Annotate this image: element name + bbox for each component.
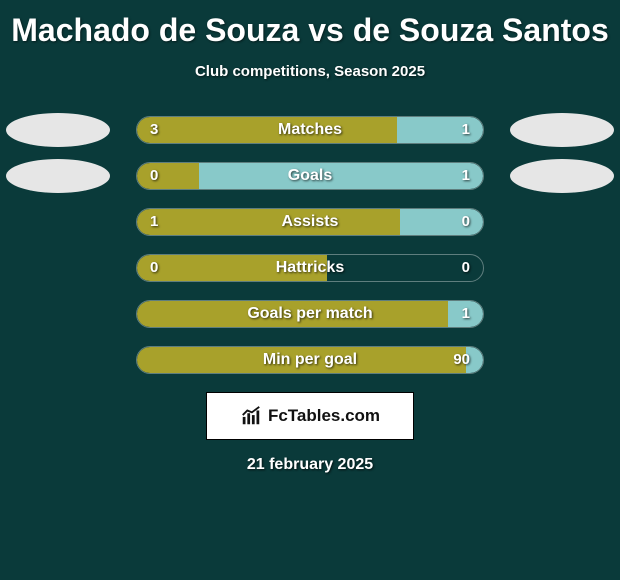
- stat-row: 90Min per goal: [0, 346, 620, 374]
- stat-row: 01Goals: [0, 162, 620, 190]
- avatar-left: [6, 113, 110, 147]
- row-label: Assists: [136, 208, 484, 236]
- stat-row: 1Goals per match: [0, 300, 620, 328]
- fctables-label: FcTables.com: [268, 406, 380, 426]
- avatar-right: [510, 113, 614, 147]
- stat-row: 31Matches: [0, 116, 620, 144]
- stat-rows: 31Matches 01Goals 10Assists 00Hattricks 1Goa…: [0, 116, 620, 374]
- row-label: Hattricks: [136, 254, 484, 282]
- row-label: Min per goal: [136, 346, 484, 374]
- avatar-right: [510, 159, 614, 193]
- stat-row: 10Assists: [0, 208, 620, 236]
- date-label: 21 february 2025: [0, 456, 620, 474]
- chart-icon: [240, 405, 262, 427]
- fctables-badge: FcTables.com: [206, 392, 414, 440]
- row-label: Matches: [136, 116, 484, 144]
- row-label: Goals: [136, 162, 484, 190]
- avatar-left: [6, 159, 110, 193]
- page-title: Machado de Souza vs de Souza Santos: [0, 0, 620, 49]
- stat-row: 00Hattricks: [0, 254, 620, 282]
- row-label: Goals per match: [136, 300, 484, 328]
- subtitle: Club competitions, Season 2025: [0, 63, 620, 80]
